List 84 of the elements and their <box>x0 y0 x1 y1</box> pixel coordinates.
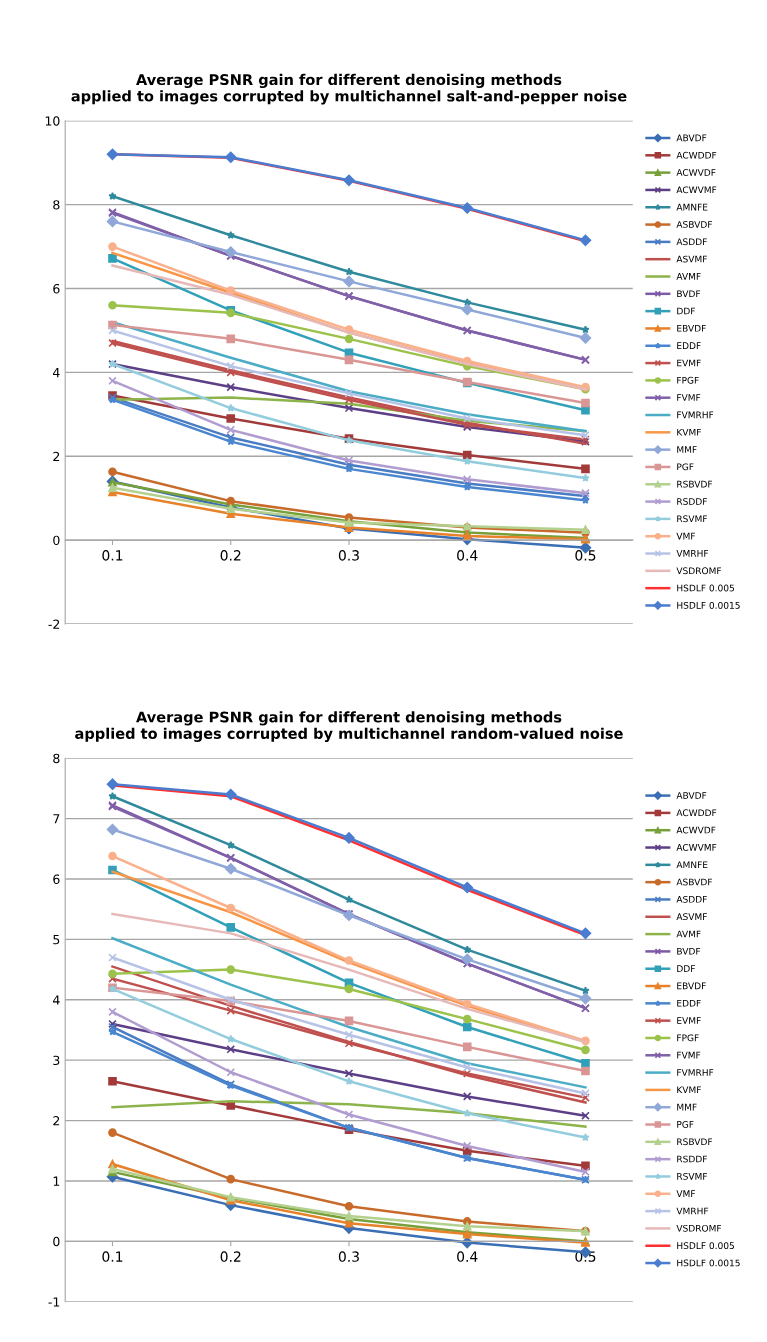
y-tick-label: 4 <box>52 368 60 378</box>
y-tick-label: 8 <box>53 753 60 764</box>
legend-label: AMNFE <box>676 203 708 211</box>
y-tick-label: 2 <box>53 1116 60 1126</box>
legend-label: RSVMF <box>677 1172 707 1180</box>
legend-label: VMRHF <box>676 1207 709 1215</box>
legend-label: ASBVDF <box>676 221 712 228</box>
y-tick-label: 5 <box>53 935 60 945</box>
y-tick-label: 1 <box>53 1176 60 1186</box>
legend-label: EBVDF <box>677 325 706 332</box>
legend-label: FVMRHF <box>677 411 714 419</box>
x-tick-label: 0.2 <box>220 550 241 561</box>
legend-label: FPGF <box>677 1034 699 1042</box>
x-tick-label: 0.4 <box>457 1251 478 1262</box>
legend-label: EBVDF <box>677 982 706 990</box>
legend-label: PGF <box>677 463 694 471</box>
y-tick-label: 10 <box>45 116 60 126</box>
legend-label: FVMF <box>677 1051 701 1059</box>
legend-label: ABVDF <box>676 792 707 799</box>
legend-label: HSDLF 0.005 <box>677 584 734 592</box>
legend-label: ASDDF <box>676 238 707 246</box>
legend-label: MMF <box>677 446 697 453</box>
legend-label: FPGF <box>677 376 699 384</box>
y-tick-label: 0 <box>53 1236 60 1247</box>
y-tick-label: 3 <box>53 1055 60 1066</box>
legend-label: FVMF <box>677 394 701 401</box>
legend-label: RSBVDF <box>677 1138 713 1146</box>
y-tick-label: 6 <box>53 284 60 294</box>
legend-label: ACWVMF <box>676 843 717 851</box>
legend-label: HSDLF 0.0015 <box>677 1259 740 1267</box>
legend-label: VMF <box>676 532 695 540</box>
legend-label: EDDF <box>677 342 701 349</box>
x-tick-label: 0.1 <box>102 550 123 561</box>
legend-label: KVMF <box>677 1086 701 1094</box>
legend-label: AMNFE <box>676 861 708 868</box>
y-tick-label: -1 <box>48 1297 60 1307</box>
legend-label: BVDF <box>677 290 701 297</box>
legend-label: EVMF <box>677 1017 701 1024</box>
legend-label: ACWVDF <box>676 169 716 176</box>
legend-label: AVMF <box>676 273 701 280</box>
legend-label: DDF <box>677 307 695 315</box>
legend-label: MMF <box>677 1103 697 1111</box>
legend-label: RSBVDF <box>677 480 713 488</box>
x-tick-label: 0.1 <box>102 1251 123 1262</box>
legend-label: BVDF <box>677 947 701 955</box>
legend-label: DDF <box>677 965 695 972</box>
legend-label: EDDF <box>677 999 701 1007</box>
legend-label: KVMF <box>677 428 701 436</box>
legend-label: EVMF <box>677 359 701 367</box>
legend-label: RSVMF <box>677 515 707 523</box>
legend-label: ACWDDF <box>676 809 717 817</box>
legend-label: ACWVDF <box>676 826 716 834</box>
x-tick-label: 0.5 <box>575 550 596 561</box>
legend-label: FVMRHF <box>677 1069 714 1076</box>
y-tick-label: 0 <box>53 535 60 546</box>
y-tick-label: 4 <box>52 995 60 1005</box>
legend-label: ASVMF <box>676 913 707 921</box>
x-tick-label: 0.4 <box>457 550 478 561</box>
legend-label: ACWDDF <box>676 151 717 159</box>
legend-label: HSDLF 0.005 <box>677 1242 734 1250</box>
legend-label: RSDDF <box>677 1155 707 1163</box>
legend-label: ACWVMF <box>676 186 717 194</box>
x-tick-label: 0.3 <box>338 1251 359 1262</box>
legend-label: PGF <box>677 1121 694 1128</box>
legend-label: VSDROMF <box>676 1224 722 1232</box>
y-tick-label: 6 <box>53 874 60 884</box>
legend-label: ABVDF <box>676 134 707 142</box>
legend-label: VMRHF <box>676 550 709 557</box>
y-tick-label: -2 <box>48 619 60 629</box>
chart-title: Average PSNR gain for different denoising methods applied to images corrupted by multichannel random-valued noise <box>75 711 623 742</box>
legend-label: AVMF <box>676 930 701 938</box>
legend-label: ASVMF <box>676 255 707 263</box>
x-tick-label: 0.2 <box>220 1251 241 1262</box>
x-tick-label: 0.3 <box>338 550 359 561</box>
y-tick-label: 8 <box>53 200 60 210</box>
y-tick-label: 7 <box>53 814 60 824</box>
chart-title: Average PSNR gain for different denoising methods applied to images corrupted by multichannel salt-and-pepper noise <box>71 73 627 105</box>
legend-label: RSDDF <box>677 498 707 505</box>
legend-label: HSDLF 0.0015 <box>677 601 740 609</box>
legend-label: VMF <box>676 1190 695 1197</box>
legend-label: ASBVDF <box>676 878 712 886</box>
legend-label: VSDROMF <box>676 567 722 575</box>
legend-label: ASDDF <box>676 895 707 903</box>
y-tick-label: 2 <box>53 451 60 462</box>
